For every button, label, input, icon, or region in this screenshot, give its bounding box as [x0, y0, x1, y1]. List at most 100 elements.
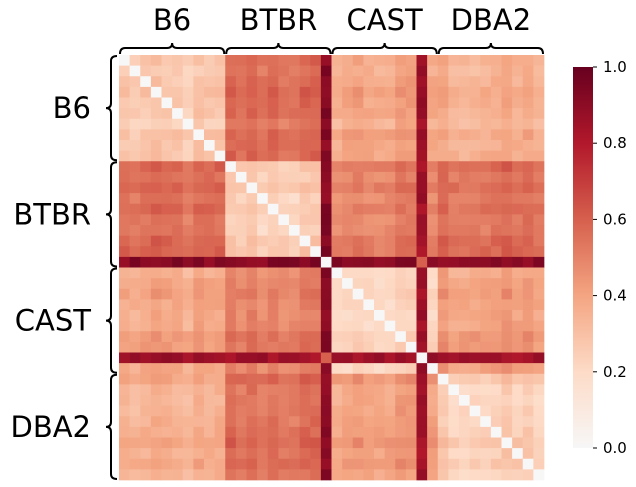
- heatmap-cell: [342, 373, 354, 385]
- heatmap-cell: [405, 341, 417, 353]
- heatmap-cell: [384, 235, 396, 247]
- heatmap-cell: [469, 416, 481, 428]
- top-group-label: CAST: [346, 3, 422, 37]
- heatmap-cell: [342, 448, 354, 460]
- heatmap-cell: [129, 278, 141, 290]
- heatmap-cell: [320, 246, 332, 258]
- colorbar-tick-label: 1.0: [603, 58, 627, 76]
- heatmap-cell: [193, 118, 205, 130]
- heatmap-cell: [374, 235, 385, 247]
- heatmap-cell: [437, 310, 449, 321]
- heatmap-cell: [512, 150, 524, 162]
- heatmap-cell: [150, 118, 162, 130]
- heatmap-cell: [342, 437, 354, 449]
- heatmap-cell: [448, 76, 460, 88]
- heatmap-cell: [416, 140, 428, 151]
- heatmap-cell: [172, 65, 184, 77]
- heatmap-cell: [469, 171, 481, 183]
- heatmap-cell: [363, 256, 375, 268]
- heatmap-cell: [363, 203, 375, 215]
- heatmap-cell: [320, 469, 332, 481]
- top-group-brace: [331, 42, 438, 55]
- heatmap-cell: [150, 310, 162, 321]
- heatmap-cell: [320, 76, 332, 88]
- heatmap-cell: [172, 373, 184, 385]
- heatmap-cell: [172, 214, 184, 226]
- heatmap-cell: [437, 97, 449, 109]
- heatmap-cell: [299, 108, 311, 120]
- heatmap-cell: [469, 225, 481, 236]
- heatmap-cell: [331, 331, 343, 343]
- heatmap-cell: [204, 193, 215, 205]
- heatmap-cell: [214, 118, 226, 130]
- left-group-brace: [105, 373, 118, 480]
- heatmap-cell: [533, 278, 545, 290]
- heatmap-cell: [267, 182, 279, 194]
- heatmap-cell: [140, 65, 152, 77]
- heatmap-cell: [235, 405, 247, 417]
- heatmap-cell: [352, 108, 364, 120]
- heatmap-cell: [204, 331, 215, 343]
- heatmap-cell: [225, 384, 237, 396]
- heatmap-cell: [320, 278, 332, 290]
- heatmap-cell: [533, 395, 545, 406]
- heatmap-cell: [342, 288, 354, 300]
- heatmap-cell: [193, 193, 205, 205]
- heatmap-cell: [246, 118, 258, 130]
- heatmap-cell: [416, 448, 428, 460]
- heatmap-cell: [320, 448, 332, 460]
- heatmap-cell: [225, 352, 237, 364]
- heatmap-cell: [172, 129, 184, 141]
- heatmap-cell: [257, 235, 269, 247]
- heatmap-cell: [193, 267, 205, 279]
- heatmap-cell: [512, 341, 524, 353]
- heatmap-cell: [182, 214, 194, 226]
- heatmap-cell: [235, 363, 247, 375]
- heatmap-cell: [363, 320, 375, 332]
- heatmap-cell: [267, 161, 279, 173]
- heatmap-cell: [119, 341, 130, 353]
- heatmap-cell: [257, 256, 269, 268]
- heatmap-cell: [204, 55, 215, 66]
- heatmap-cell: [161, 182, 173, 194]
- heatmap-cell: [161, 299, 173, 311]
- heatmap-cell: [501, 278, 513, 290]
- heatmap-cell: [246, 352, 258, 364]
- heatmap-cell: [342, 267, 354, 279]
- heatmap-cell: [310, 203, 322, 215]
- heatmap-cell: [501, 352, 513, 364]
- heatmap-cell: [512, 203, 524, 215]
- heatmap-cell: [522, 395, 534, 406]
- heatmap-cell: [182, 256, 194, 268]
- heatmap-cell: [310, 341, 322, 353]
- heatmap-cell: [119, 140, 130, 151]
- heatmap-cell: [416, 171, 428, 183]
- heatmap-cell: [363, 140, 375, 151]
- heatmap-cell: [214, 76, 226, 88]
- heatmap-cell: [427, 278, 439, 290]
- heatmap-cell: [331, 129, 343, 141]
- heatmap-cell: [257, 405, 269, 417]
- heatmap-cell: [395, 437, 407, 449]
- heatmap-cell: [374, 299, 385, 311]
- heatmap-cell: [214, 299, 226, 311]
- heatmap-cell: [459, 331, 470, 343]
- heatmap-cell: [204, 469, 215, 481]
- heatmap-cell: [384, 171, 396, 183]
- heatmap-cell: [204, 320, 215, 332]
- heatmap-cell: [416, 97, 428, 109]
- heatmap-cell: [416, 288, 428, 300]
- heatmap-cell: [384, 278, 396, 290]
- heatmap-cell: [289, 171, 300, 183]
- heatmap-cell: [480, 416, 492, 428]
- heatmap-cell: [469, 373, 481, 385]
- heatmap-cell: [278, 384, 290, 396]
- heatmap-cell: [480, 76, 492, 88]
- heatmap-cell: [172, 299, 184, 311]
- heatmap-cell: [522, 469, 534, 481]
- heatmap-cell: [320, 235, 332, 247]
- heatmap-cell: [150, 203, 162, 215]
- heatmap-cell: [267, 288, 279, 300]
- heatmap-cell: [119, 267, 130, 279]
